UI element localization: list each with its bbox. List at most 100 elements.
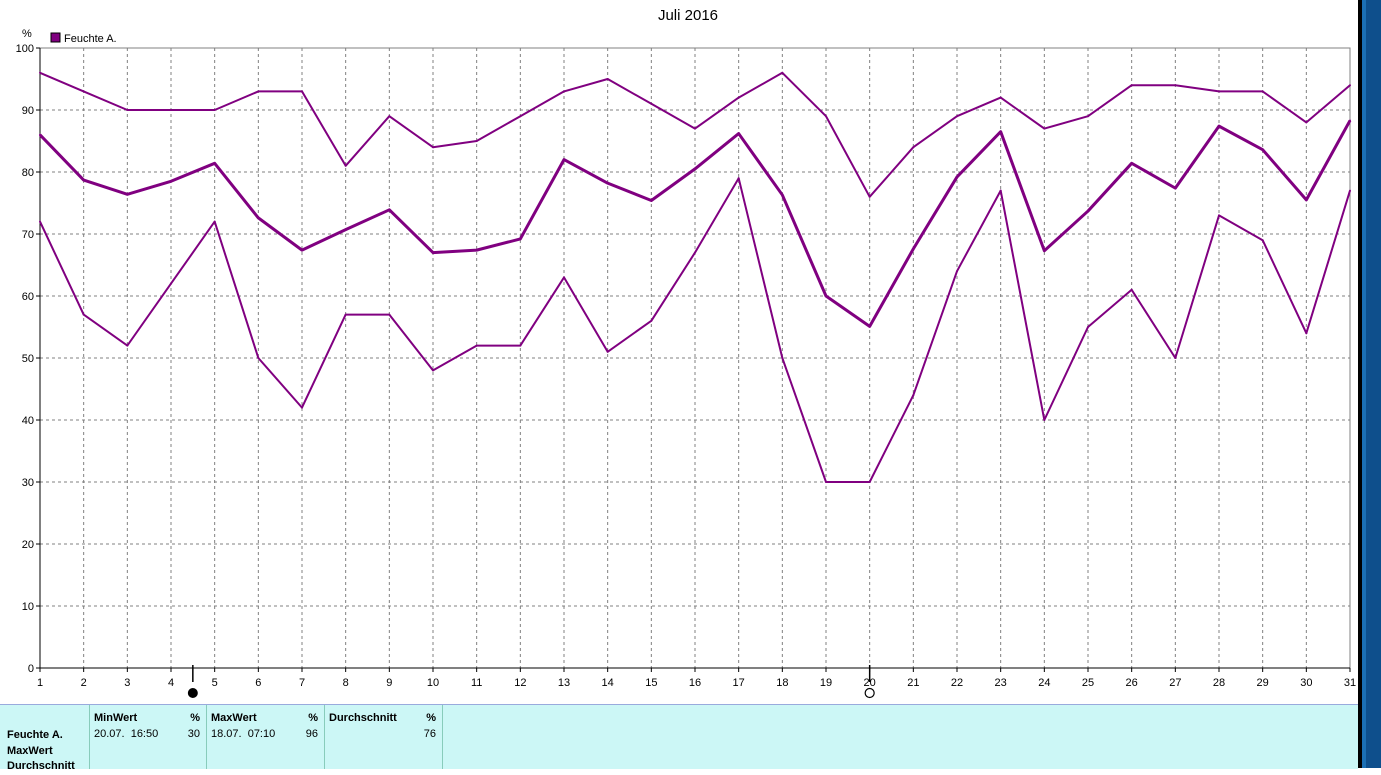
x-tick-label: 22 (951, 677, 963, 689)
stats-column-average: Durchschnitt % 76 (324, 705, 443, 769)
y-tick-label: 0 (28, 663, 34, 675)
data-point-max (1305, 121, 1308, 124)
data-point-min (650, 319, 653, 322)
data-point-average (126, 193, 129, 196)
x-tick-label: 29 (1257, 677, 1269, 689)
data-point-min (694, 251, 696, 254)
x-tick-label: 14 (602, 677, 614, 689)
x-tick-label: 5 (212, 677, 218, 689)
x-tick-label: 8 (343, 677, 349, 689)
x-tick-label: 12 (514, 677, 526, 689)
data-point-average (301, 249, 303, 252)
data-point-max (388, 115, 391, 118)
data-point-min (82, 313, 85, 316)
data-point-max (781, 71, 784, 74)
x-tick-label: 3 (124, 677, 130, 689)
data-point-average (694, 167, 696, 170)
new-moon-icon (187, 688, 198, 698)
data-point-average (1218, 125, 1220, 128)
data-point-max (737, 96, 740, 99)
x-tick-label: 19 (820, 677, 832, 689)
stats-row-label: Durchschnitt (7, 760, 75, 772)
data-point-min (912, 394, 915, 397)
stats-row-label: Feuchte A. (7, 729, 63, 741)
x-tick-label: 6 (255, 677, 261, 689)
stats-header: MaxWert (211, 712, 257, 724)
data-point-average (1087, 210, 1089, 213)
data-point-min (257, 357, 260, 359)
data-point-min (781, 357, 784, 359)
stats-header: MinWert (94, 712, 138, 724)
x-tick-label: 4 (168, 677, 174, 689)
data-point-average (82, 179, 85, 182)
stats-header: Durchschnitt (329, 712, 397, 724)
data-point-average (213, 162, 216, 165)
data-point-min (868, 481, 871, 483)
y-tick-label: 50 (22, 353, 34, 365)
stats-row-label: MaxWert (7, 744, 53, 757)
data-point-min (1130, 288, 1133, 291)
data-point-max (1218, 90, 1220, 93)
stats-unit: % (308, 712, 318, 724)
data-point-min (170, 282, 172, 285)
chart-title: Juli 2016 (658, 7, 718, 24)
legend-label: Feuchte A. (64, 33, 117, 45)
data-point-average (781, 193, 784, 196)
window-edge-dark (1366, 0, 1381, 768)
data-point-average (1349, 119, 1351, 122)
stats-time: 20.07. 16:50 (94, 728, 159, 740)
data-point-max (912, 146, 915, 149)
humidity-chart: Juli 2016 % Feuchte A. 0 10 20 30 40 50 60 70 80… (16, 7, 1356, 699)
x-tick-label: 2 (81, 677, 87, 689)
data-point-min (1261, 239, 1264, 242)
y-tick-label: 80 (22, 167, 34, 179)
data-point-min (1349, 189, 1351, 192)
data-point-average (737, 132, 740, 135)
x-tick-label: 20 (864, 677, 876, 689)
data-point-average (1043, 249, 1046, 252)
x-tick-label: 13 (558, 677, 570, 689)
x-tick-label: 15 (645, 677, 657, 689)
data-point-max (344, 164, 347, 167)
x-tick-label: 23 (995, 677, 1007, 689)
data-point-max (606, 78, 609, 80)
data-point-min (519, 344, 522, 347)
data-point-max (1174, 84, 1177, 87)
data-point-average (39, 133, 41, 136)
y-tick-label: 100 (16, 43, 34, 55)
data-point-max (868, 195, 871, 198)
y-tick-label: 60 (22, 291, 34, 303)
data-point-min (432, 369, 434, 372)
data-point-max (301, 90, 303, 93)
data-point-average (825, 295, 827, 297)
data-point-average (1261, 148, 1264, 151)
data-point-average (388, 208, 391, 211)
data-point-min (1174, 357, 1177, 359)
x-tick-label: 17 (733, 677, 745, 689)
data-point-min (563, 276, 565, 279)
stats-time: 18.07. 07:10 (211, 728, 276, 740)
stats-column-min: MinWert % 20.07. 16:50 30 (89, 705, 207, 769)
x-tick-label: 24 (1038, 677, 1050, 689)
data-point-average (432, 251, 434, 254)
stats-unit: % (426, 712, 436, 724)
data-point-max (694, 127, 696, 130)
data-point-average (257, 216, 260, 219)
data-point-max (650, 102, 653, 105)
data-point-min (956, 270, 958, 273)
data-point-max (213, 109, 216, 111)
y-axis-unit: % (22, 28, 32, 40)
data-point-max (126, 109, 129, 111)
data-point-min (1087, 326, 1089, 328)
data-point-average (1174, 187, 1177, 190)
x-tick-label: 9 (386, 677, 392, 689)
data-point-average (170, 180, 172, 183)
x-tick-label: 7 (299, 677, 305, 689)
y-tick-label: 10 (22, 601, 34, 613)
stats-value: 96 (305, 728, 318, 740)
stats-unit: % (190, 712, 200, 724)
data-point-max (519, 115, 522, 118)
data-point-average (563, 158, 565, 161)
y-tick-label: 70 (22, 229, 34, 241)
x-tick-label: 28 (1213, 677, 1225, 689)
